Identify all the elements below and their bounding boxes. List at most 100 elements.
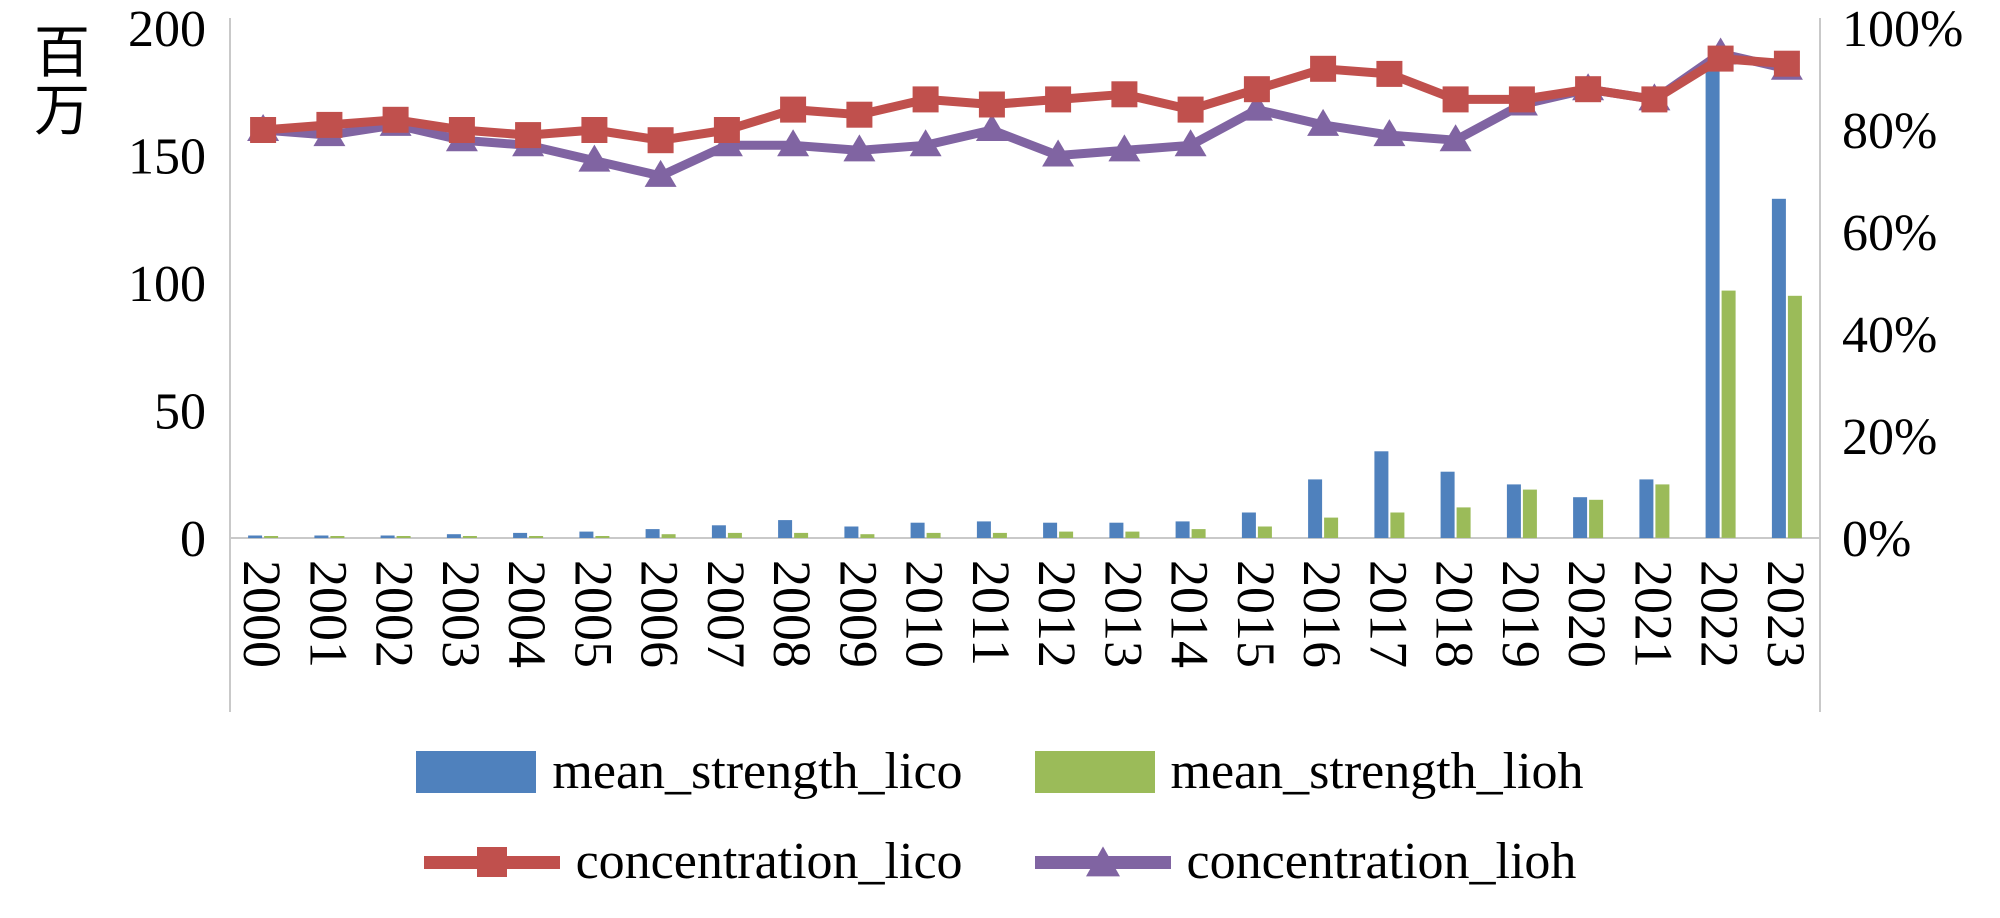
legend-label-concentration-lioh: concentration_lioh bbox=[1186, 833, 1577, 890]
svg-text:80%: 80% bbox=[1842, 103, 1937, 160]
square-marker-icon bbox=[1508, 86, 1535, 113]
triangle-marker-icon bbox=[1085, 846, 1120, 877]
square-marker-icon bbox=[515, 122, 542, 149]
triangle-marker-icon bbox=[1042, 139, 1075, 167]
square-marker-icon bbox=[476, 847, 507, 877]
svg-text:2018: 2018 bbox=[1425, 560, 1485, 668]
triangle-marker-icon bbox=[1307, 108, 1340, 136]
square-marker-icon bbox=[912, 86, 939, 113]
left-axis-tick-labels: 0 50 100 150 200 bbox=[128, 1, 206, 568]
square-marker-icon bbox=[978, 91, 1005, 118]
legend-row-lines: concentration_lico concentration_lioh bbox=[423, 833, 1577, 890]
svg-text:2001: 2001 bbox=[298, 560, 358, 668]
svg-text:150: 150 bbox=[128, 129, 206, 186]
triangle-marker-icon bbox=[1174, 129, 1207, 157]
triangle-marker-icon bbox=[843, 134, 876, 162]
square-marker-icon bbox=[1111, 81, 1138, 108]
square-marker-icon bbox=[1376, 60, 1403, 87]
square-marker-icon bbox=[581, 117, 608, 143]
svg-text:50: 50 bbox=[154, 384, 206, 441]
svg-text:2003: 2003 bbox=[431, 560, 491, 668]
square-marker-icon bbox=[846, 101, 873, 128]
legend-item-concentration-lioh: concentration_lioh bbox=[1034, 833, 1577, 890]
svg-text:2008: 2008 bbox=[762, 560, 822, 668]
svg-text:2017: 2017 bbox=[1358, 560, 1418, 668]
svg-text:2011: 2011 bbox=[961, 560, 1021, 666]
combo-chart-plot: 0 50 100 150 200 0% 20% 40% 60% 80% 100% 百万 2000 2001… bbox=[34, 1, 1963, 712]
svg-text:2014: 2014 bbox=[1160, 560, 1220, 668]
svg-text:100: 100 bbox=[128, 256, 206, 313]
x-axis-labels: 2000 2001 2002 2003 2004 2005 2006 2007 2008 2009… bbox=[232, 560, 1816, 668]
svg-text:2007: 2007 bbox=[696, 560, 756, 668]
square-marker-icon bbox=[647, 127, 674, 154]
triangle-marker-icon bbox=[975, 114, 1008, 141]
triangle-marker-icon bbox=[1373, 119, 1406, 147]
svg-text:0: 0 bbox=[180, 511, 206, 568]
svg-text:2009: 2009 bbox=[828, 560, 888, 668]
svg-text:2013: 2013 bbox=[1093, 560, 1153, 668]
svg-text:2015: 2015 bbox=[1226, 560, 1286, 668]
svg-text:100%: 100% bbox=[1842, 1, 1963, 58]
triangle-marker-icon bbox=[909, 129, 942, 157]
square-marker-icon bbox=[1442, 86, 1469, 113]
square-marker-icon bbox=[448, 117, 475, 143]
legend-item-mean-strength-lioh: mean_strength_lioh bbox=[1034, 743, 1584, 800]
square-marker-icon bbox=[250, 117, 277, 143]
left-axis-title: 百万 bbox=[34, 23, 90, 143]
svg-text:2020: 2020 bbox=[1557, 560, 1617, 668]
triangle-marker-icon bbox=[1108, 134, 1141, 162]
svg-text:2006: 2006 bbox=[630, 560, 690, 668]
legend-label-mean-strength-lico: mean_strength_lico bbox=[552, 743, 963, 800]
svg-text:百: 百 bbox=[34, 23, 90, 85]
square-marker-icon bbox=[316, 111, 343, 138]
square-marker-icon bbox=[382, 106, 409, 133]
legend-row-bars: mean_strength_lico mean_strength_lioh bbox=[416, 743, 1584, 800]
line-triangle-swatch-icon bbox=[1034, 846, 1171, 877]
chart-legend: mean_strength_lico mean_strength_lioh co… bbox=[0, 746, 2000, 888]
svg-text:2002: 2002 bbox=[365, 560, 425, 668]
square-marker-icon bbox=[1773, 50, 1800, 77]
svg-text:2012: 2012 bbox=[1027, 560, 1087, 668]
line-square-swatch-icon bbox=[423, 847, 560, 877]
legend-item-concentration-lico: concentration_lico bbox=[423, 833, 963, 890]
svg-text:2022: 2022 bbox=[1690, 560, 1750, 668]
square-marker-icon bbox=[1177, 96, 1204, 123]
bar-swatch-lioh-icon bbox=[1034, 751, 1155, 793]
axis-lines bbox=[229, 18, 1821, 712]
triangle-marker-icon bbox=[1439, 124, 1472, 152]
line-series-concentration_lioh bbox=[247, 37, 1803, 187]
triangle-marker-icon bbox=[644, 159, 677, 187]
svg-text:2023: 2023 bbox=[1756, 560, 1816, 668]
svg-text:2021: 2021 bbox=[1623, 560, 1683, 668]
svg-text:200: 200 bbox=[128, 1, 206, 58]
legend-label-concentration-lico: concentration_lico bbox=[575, 833, 963, 890]
svg-text:2010: 2010 bbox=[895, 560, 955, 668]
square-marker-icon bbox=[1045, 86, 1072, 113]
right-axis-tick-labels: 0% 20% 40% 60% 80% 100% bbox=[1842, 1, 1963, 568]
svg-text:2005: 2005 bbox=[563, 560, 623, 668]
triangle-marker-icon bbox=[1240, 93, 1273, 121]
square-marker-icon bbox=[1641, 86, 1668, 113]
legend-item-mean-strength-lico: mean_strength_lico bbox=[416, 743, 963, 800]
square-marker-icon bbox=[1310, 55, 1337, 82]
svg-text:万: 万 bbox=[34, 81, 90, 143]
svg-text:40%: 40% bbox=[1842, 307, 1937, 364]
svg-text:0%: 0% bbox=[1842, 511, 1911, 568]
triangle-marker-icon bbox=[777, 129, 810, 157]
svg-text:2016: 2016 bbox=[1292, 560, 1352, 668]
bar-series-mean_strength_lioh bbox=[264, 290, 1802, 539]
line-series-concentration_lico bbox=[250, 45, 1800, 154]
square-marker-icon bbox=[1575, 76, 1602, 103]
svg-text:2004: 2004 bbox=[497, 560, 557, 668]
square-marker-icon bbox=[713, 117, 740, 143]
legend-label-mean-strength-lioh: mean_strength_lioh bbox=[1170, 743, 1584, 800]
svg-text:2019: 2019 bbox=[1491, 560, 1551, 668]
triangle-marker-icon bbox=[578, 144, 611, 172]
svg-text:60%: 60% bbox=[1842, 205, 1937, 262]
square-marker-icon bbox=[780, 96, 807, 123]
square-marker-icon bbox=[1707, 45, 1734, 72]
square-marker-icon bbox=[1243, 76, 1270, 103]
svg-text:2000: 2000 bbox=[232, 560, 292, 668]
svg-text:20%: 20% bbox=[1842, 409, 1937, 466]
